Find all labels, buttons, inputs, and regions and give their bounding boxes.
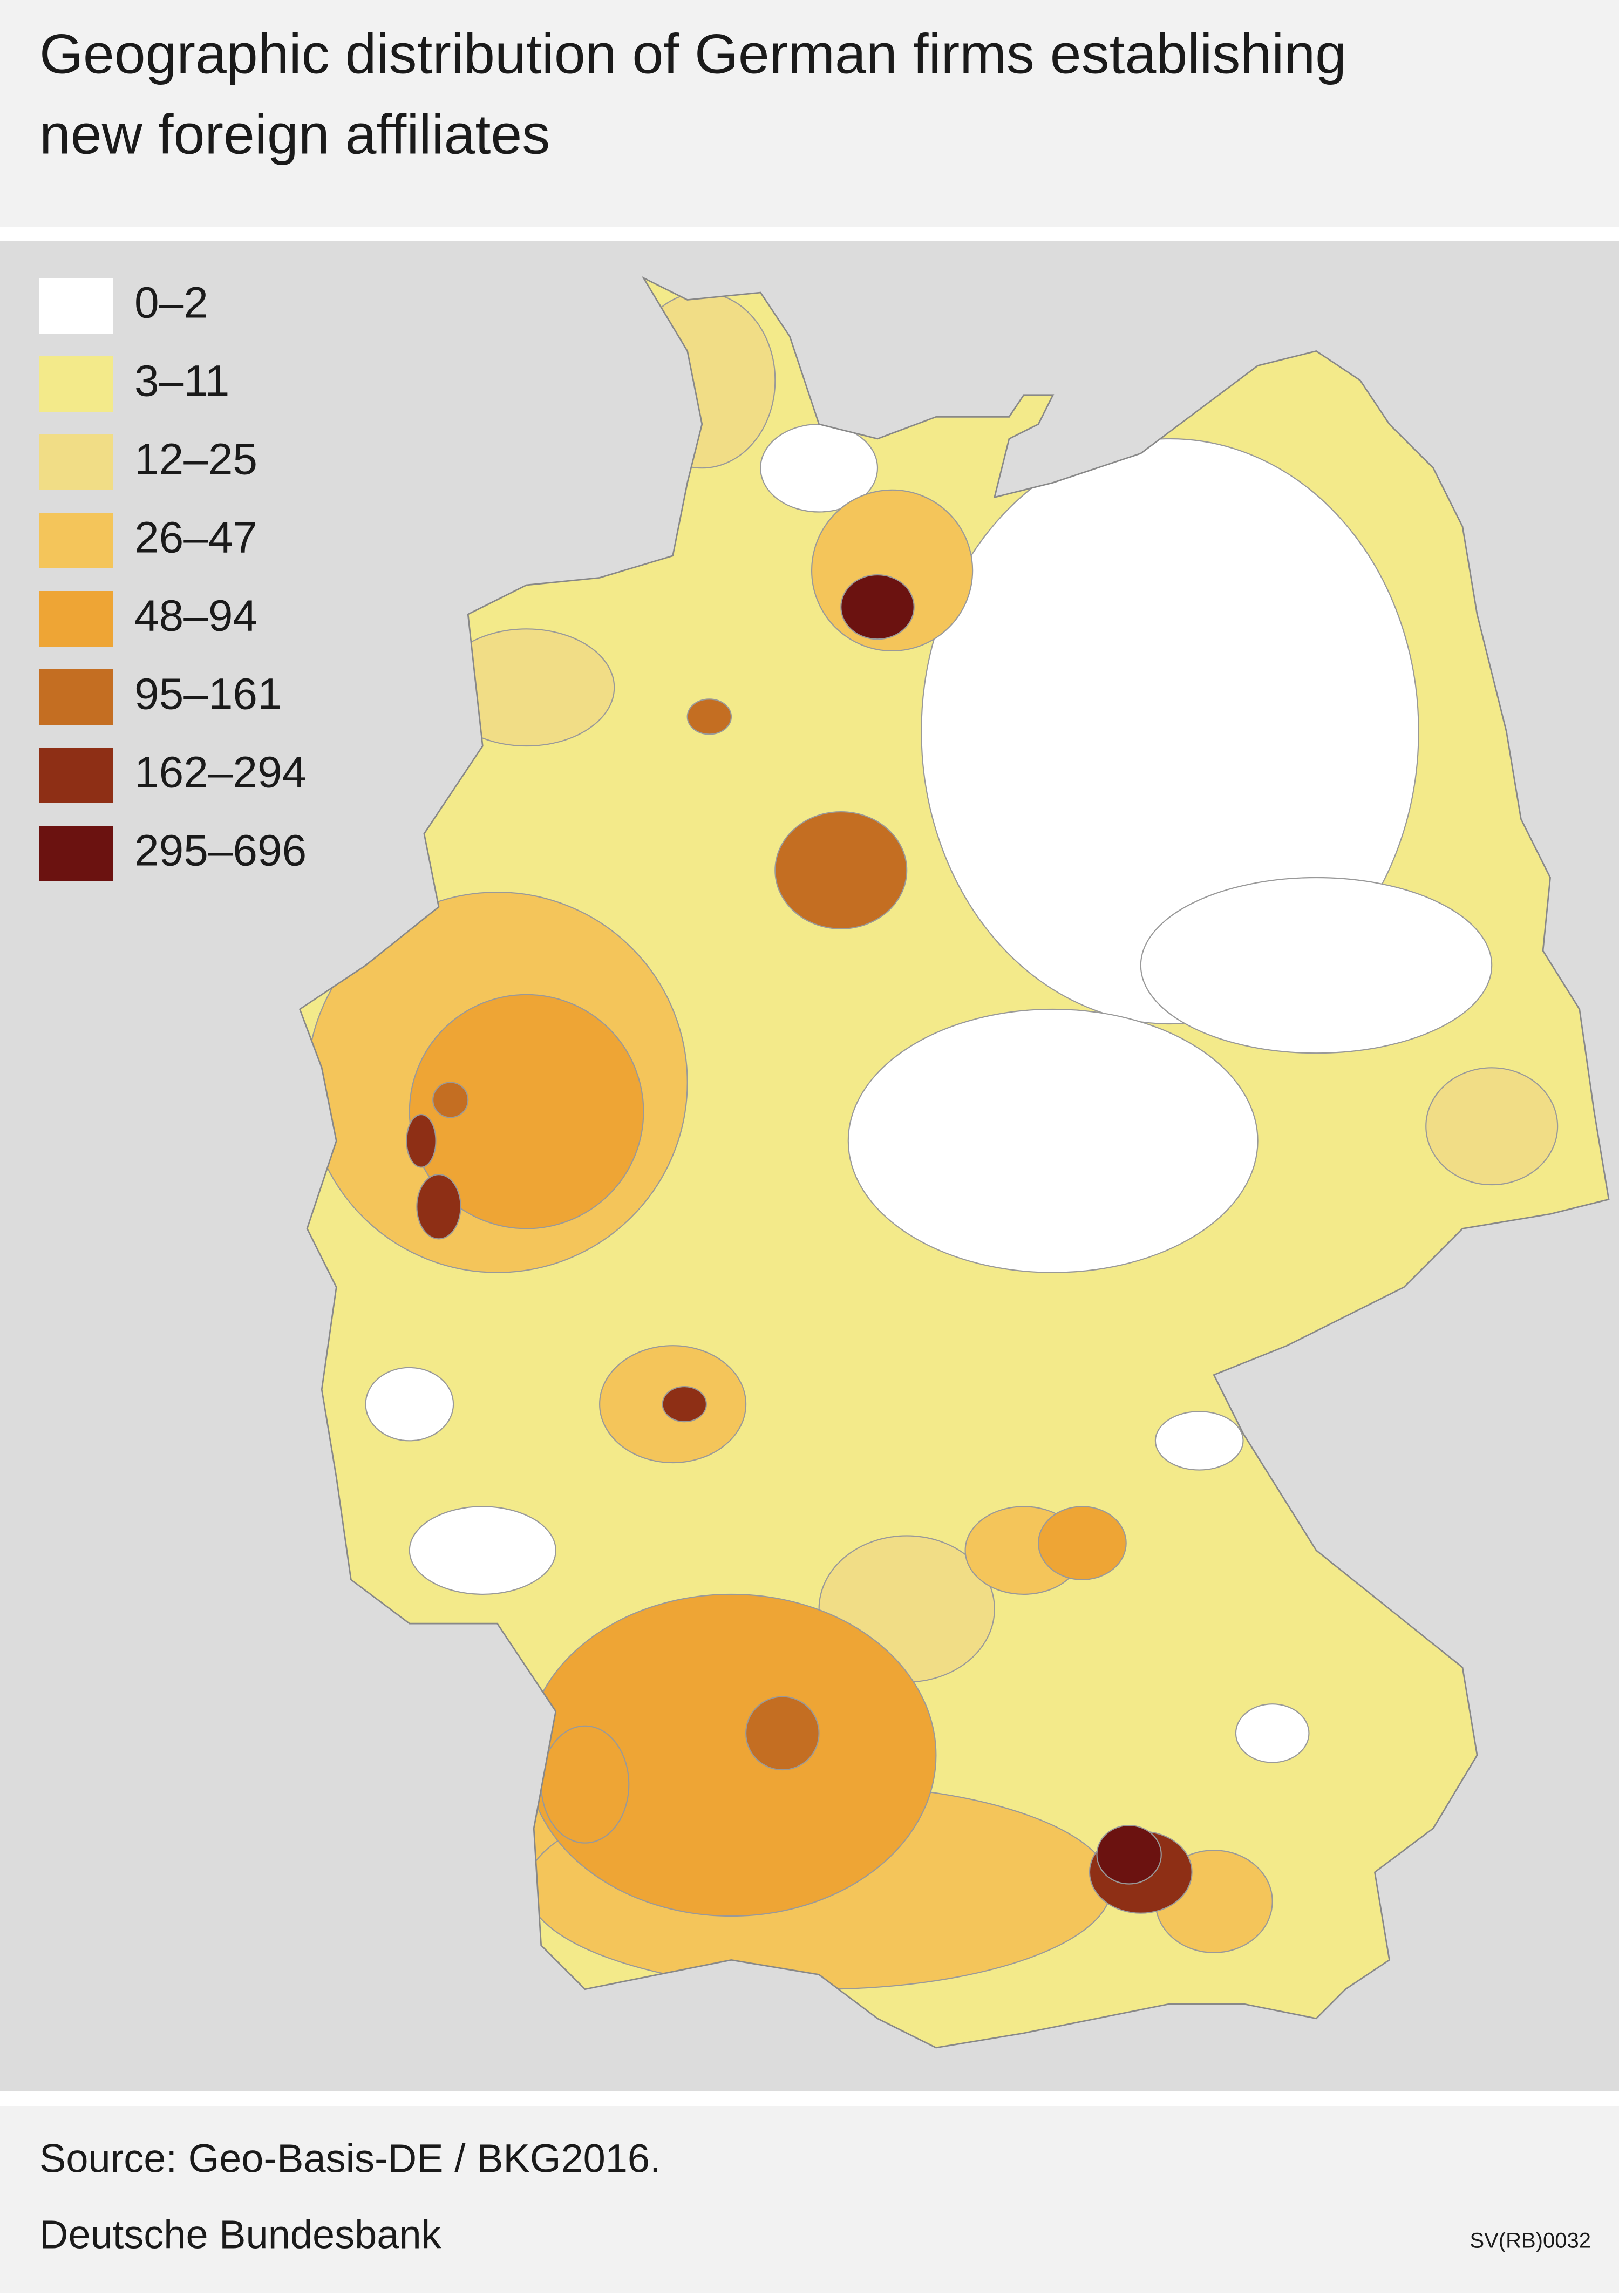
legend-swatch — [39, 513, 113, 568]
legend-swatch — [39, 591, 113, 647]
legend-swatch — [39, 826, 113, 881]
source: Source: Geo-Basis-DE / BKG2016. — [39, 2136, 661, 2181]
region — [848, 1009, 1258, 1273]
region — [663, 1387, 706, 1422]
footer-band — [0, 2106, 1619, 2293]
publisher: Deutsche Bundesbank — [39, 2212, 442, 2257]
region — [1141, 878, 1492, 1053]
region — [1236, 1704, 1309, 1762]
legend-label: 0–2 — [134, 278, 208, 328]
legend-label: 95–161 — [134, 670, 282, 719]
legend-swatch — [39, 356, 113, 412]
region — [1097, 1825, 1161, 1884]
chart-code: SV(RB)0032 — [1470, 2229, 1591, 2253]
region — [541, 1726, 629, 1843]
region — [1426, 1068, 1557, 1185]
region — [1038, 1506, 1126, 1580]
title-line: new foreign affiliates — [39, 103, 550, 166]
region — [433, 1082, 468, 1117]
region — [366, 1368, 454, 1441]
legend-swatch — [39, 434, 113, 490]
legend-label: 295–696 — [134, 826, 307, 875]
legend-swatch — [39, 748, 113, 803]
legend-label: 48–94 — [134, 592, 257, 641]
region — [746, 1697, 819, 1770]
region — [688, 699, 731, 734]
legend-swatch — [39, 278, 113, 334]
region — [775, 812, 907, 929]
legend-label: 12–25 — [134, 435, 257, 484]
title-line: Geographic distribution of German firms … — [39, 23, 1346, 85]
legend-label: 3–11 — [134, 357, 229, 406]
region — [1155, 1411, 1243, 1470]
legend-label: 162–294 — [134, 748, 307, 797]
region — [841, 575, 914, 639]
region — [410, 1506, 556, 1594]
region — [417, 1174, 460, 1239]
legend-swatch — [39, 669, 113, 725]
region — [406, 1115, 436, 1167]
legend-label: 26–47 — [134, 513, 257, 562]
